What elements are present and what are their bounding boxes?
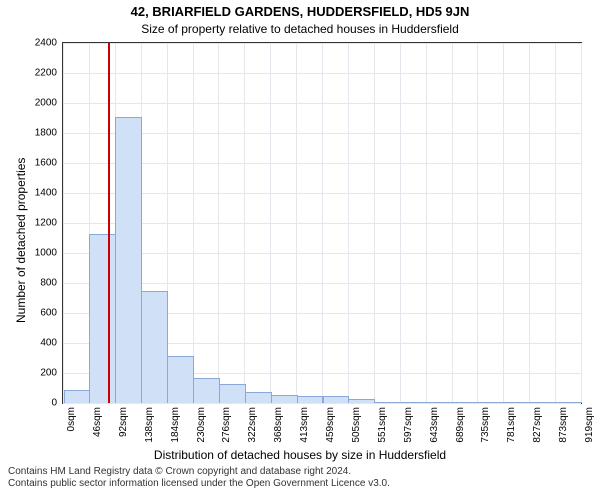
x-tick-label: 368sqm: [273, 403, 284, 443]
property-marker-line: [108, 43, 110, 403]
histogram-bar: [452, 402, 479, 403]
x-tick-label: 413sqm: [299, 403, 310, 443]
gridline-x: [452, 43, 453, 403]
histogram-bar: [426, 402, 453, 403]
gridline-x: [555, 43, 556, 403]
y-tick-label: 1600: [35, 158, 63, 169]
y-tick-label: 2200: [35, 68, 63, 79]
histogram-bar: [374, 402, 401, 403]
chart-subtitle: Size of property relative to detached ho…: [0, 22, 600, 36]
x-tick-label: 689sqm: [455, 403, 466, 443]
y-tick-label: 600: [40, 308, 63, 319]
x-tick-label: 643sqm: [429, 403, 440, 443]
x-tick-label: 459sqm: [325, 403, 336, 443]
histogram-bar: [504, 402, 531, 403]
x-tick-label: 919sqm: [584, 403, 595, 443]
histogram-bar: [478, 402, 505, 403]
histogram-bar: [167, 356, 194, 404]
y-tick-label: 1200: [35, 218, 63, 229]
footer-attribution: Contains HM Land Registry data © Crown c…: [8, 466, 390, 490]
histogram-bar: [64, 390, 91, 403]
gridline-x: [244, 43, 245, 403]
x-tick-label: 230sqm: [196, 403, 207, 443]
histogram-bar: [348, 399, 375, 403]
x-tick-label: 138sqm: [144, 403, 155, 443]
histogram-bar: [245, 392, 272, 404]
histogram-bar: [530, 402, 557, 403]
histogram-bar: [141, 291, 168, 403]
x-tick-label: 184sqm: [170, 403, 181, 443]
x-tick-label: 873sqm: [558, 403, 569, 443]
x-tick-label: 781sqm: [506, 403, 517, 443]
y-tick-label: 0: [51, 398, 63, 409]
x-tick-label: 505sqm: [351, 403, 362, 443]
gridline-x: [296, 43, 297, 403]
chart-plot-area: 0200400600800100012001400160018002000220…: [62, 42, 582, 404]
y-tick-label: 1000: [35, 248, 63, 259]
x-tick-label: 92sqm: [118, 403, 129, 437]
histogram-bar: [219, 384, 246, 403]
histogram-bar: [297, 396, 324, 403]
y-tick-label: 2000: [35, 98, 63, 109]
y-tick-label: 800: [40, 278, 63, 289]
histogram-bar: [400, 402, 427, 403]
gridline-x: [477, 43, 478, 403]
x-tick-label: 276sqm: [221, 403, 232, 443]
address-title: 42, BRIARFIELD GARDENS, HUDDERSFIELD, HD…: [0, 4, 600, 19]
gridline-x: [400, 43, 401, 403]
histogram-bar: [323, 396, 350, 403]
gridline-x: [348, 43, 349, 403]
y-axis-label: Number of detached properties: [14, 157, 28, 322]
y-tick-label: 2400: [35, 38, 63, 49]
histogram-bar: [193, 378, 220, 403]
gridline-x: [270, 43, 271, 403]
footer-line-1: Contains HM Land Registry data © Crown c…: [8, 466, 390, 478]
x-tick-label: 827sqm: [532, 403, 543, 443]
x-tick-label: 0sqm: [66, 403, 77, 431]
gridline-x: [503, 43, 504, 403]
gridline-x: [426, 43, 427, 403]
y-tick-label: 1400: [35, 188, 63, 199]
gridline-x: [529, 43, 530, 403]
gridline-x: [581, 43, 582, 403]
gridline-x: [218, 43, 219, 403]
gridline-y: [63, 403, 581, 404]
x-tick-label: 735sqm: [480, 403, 491, 443]
gridline-x: [322, 43, 323, 403]
histogram-bar: [556, 402, 583, 403]
gridline-x: [63, 43, 64, 403]
histogram-bar: [89, 234, 116, 403]
footer-line-2: Contains public sector information licen…: [8, 478, 390, 490]
x-tick-label: 597sqm: [403, 403, 414, 443]
y-tick-label: 200: [40, 368, 63, 379]
x-tick-label: 322sqm: [247, 403, 258, 443]
histogram-bar: [271, 395, 298, 404]
x-tick-label: 46sqm: [92, 403, 103, 437]
gridline-x: [193, 43, 194, 403]
histogram-bar: [115, 117, 142, 403]
gridline-x: [374, 43, 375, 403]
y-tick-label: 1800: [35, 128, 63, 139]
x-axis-label: Distribution of detached houses by size …: [0, 448, 600, 462]
x-tick-label: 551sqm: [377, 403, 388, 443]
y-tick-label: 400: [40, 338, 63, 349]
